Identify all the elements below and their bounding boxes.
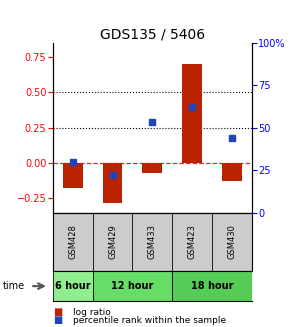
Text: log ratio: log ratio	[73, 308, 111, 317]
Text: 18 hour: 18 hour	[191, 281, 234, 291]
Bar	[93, 271, 172, 301]
Text: GSM423: GSM423	[188, 225, 197, 259]
Text: GSM428: GSM428	[68, 225, 77, 259]
Text: 12 hour: 12 hour	[111, 281, 154, 291]
Title: GDS135 / 5406: GDS135 / 5406	[100, 27, 205, 41]
Text: 6 hour: 6 hour	[55, 281, 91, 291]
Text: GSM429: GSM429	[108, 225, 117, 259]
Text: GSM430: GSM430	[228, 225, 236, 259]
Text: ■: ■	[53, 316, 62, 325]
Bar	[182, 64, 202, 163]
Text: ■: ■	[53, 307, 62, 317]
Text: percentile rank within the sample: percentile rank within the sample	[73, 316, 226, 325]
Text: time: time	[3, 281, 25, 291]
Bar	[63, 163, 83, 188]
Text: GSM433: GSM433	[148, 224, 157, 260]
Bar	[142, 163, 162, 173]
Bar	[172, 271, 252, 301]
Bar	[222, 163, 242, 181]
Bar	[103, 163, 122, 203]
Bar	[53, 271, 93, 301]
